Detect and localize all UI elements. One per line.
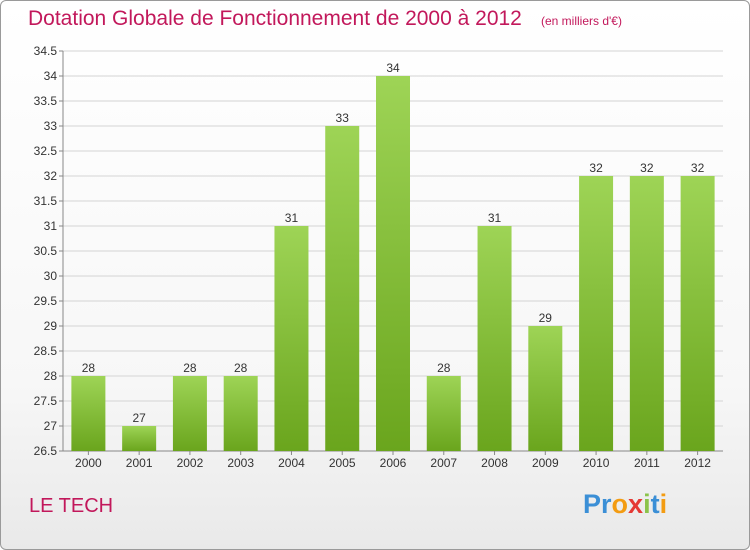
bar-2009[interactable] <box>528 326 563 451</box>
data-label: 27 <box>132 411 146 425</box>
data-label: 32 <box>589 161 603 175</box>
bar-2000[interactable] <box>71 376 106 451</box>
data-label: 31 <box>285 211 299 225</box>
proxiti-logo[interactable]: Proxiti <box>583 489 667 520</box>
y-tick-label: 28 <box>44 369 58 383</box>
bar-2005[interactable] <box>325 126 360 451</box>
commune-name: LE TECH <box>29 495 114 517</box>
data-label: 32 <box>691 161 705 175</box>
y-tick-label: 33 <box>44 119 58 133</box>
bar-2007[interactable] <box>426 376 461 451</box>
logo-letter: r <box>601 489 612 519</box>
y-tick-label: 27 <box>44 419 58 433</box>
data-label: 28 <box>82 361 96 375</box>
y-tick-label: 34 <box>44 69 58 83</box>
y-tick-label: 30 <box>44 269 58 283</box>
bar-2003[interactable] <box>223 376 258 451</box>
logo-letter: i <box>659 489 668 519</box>
y-tick-label: 31 <box>44 219 58 233</box>
y-tick-label: 34.5 <box>34 44 58 58</box>
bar-2002[interactable] <box>172 376 207 451</box>
logo-letter: x <box>628 489 644 519</box>
bar-2001[interactable] <box>122 426 157 451</box>
y-tick-label: 32.5 <box>34 144 58 158</box>
x-tick-label: 2002 <box>177 456 204 470</box>
bar-2004[interactable] <box>274 226 309 451</box>
x-tick-label: 2008 <box>481 456 508 470</box>
logo-letter: t <box>650 489 660 519</box>
data-label: 31 <box>488 211 502 225</box>
y-tick-label: 33.5 <box>34 94 58 108</box>
x-tick-label: 2010 <box>583 456 610 470</box>
data-label: 28 <box>437 361 451 375</box>
data-label: 32 <box>640 161 654 175</box>
data-label: 28 <box>183 361 197 375</box>
bar-2012[interactable] <box>680 176 715 451</box>
y-tick-label: 30.5 <box>34 244 58 258</box>
bar-2011[interactable] <box>629 176 664 451</box>
chart-title: Dotation Globale de Fonctionnement de 20… <box>28 7 522 30</box>
x-tick-label: 2011 <box>634 456 660 470</box>
bar-2010[interactable] <box>579 176 614 451</box>
y-tick-label: 31.5 <box>34 194 58 208</box>
y-tick-label: 27.5 <box>34 394 58 408</box>
logo-letter: i <box>643 489 651 519</box>
x-tick-label: 2004 <box>278 456 305 470</box>
data-label: 29 <box>539 311 553 325</box>
bar-2006[interactable] <box>376 76 410 451</box>
y-tick-label: 32 <box>44 169 58 183</box>
y-tick-label: 29 <box>44 319 58 333</box>
x-tick-label: 2003 <box>227 456 254 470</box>
y-tick-label: 26.5 <box>34 444 58 458</box>
logo-letter: P <box>583 489 602 519</box>
x-tick-label: 2009 <box>532 456 559 470</box>
x-tick-label: 2012 <box>684 456 711 470</box>
y-tick-label: 29.5 <box>34 294 58 308</box>
x-tick-label: 2006 <box>380 456 407 470</box>
data-label: 34 <box>386 61 400 75</box>
x-tick-label: 2000 <box>75 456 102 470</box>
logo-letter: o <box>611 489 629 519</box>
y-tick-label: 28.5 <box>34 344 58 358</box>
x-tick-label: 2007 <box>430 456 457 470</box>
bar-2008[interactable] <box>477 226 512 451</box>
chart-subtitle: (en milliers d'€) <box>541 14 622 28</box>
data-label: 28 <box>234 361 248 375</box>
x-tick-label: 2001 <box>126 456 153 470</box>
x-tick-label: 2005 <box>329 456 356 470</box>
data-label: 33 <box>336 111 350 125</box>
